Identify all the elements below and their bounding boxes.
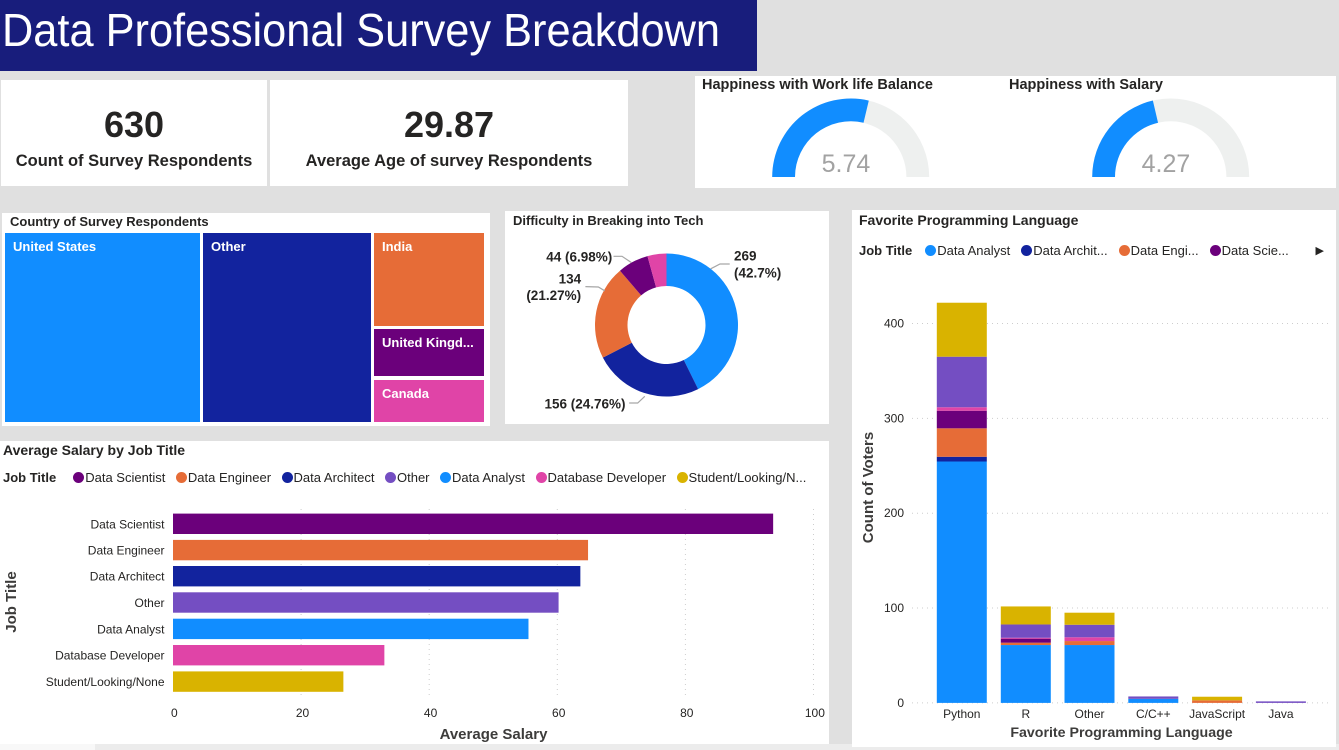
svg-text:269: 269 (734, 249, 757, 264)
svg-text:Favorite Programming Language: Favorite Programming Language (1010, 725, 1232, 741)
svg-text:300: 300 (884, 411, 904, 425)
svg-text:200: 200 (884, 506, 904, 520)
svg-text:Data Analyst: Data Analyst (97, 622, 165, 636)
svg-text:C/C++: C/C++ (1136, 707, 1171, 721)
svg-text:Python: Python (943, 707, 980, 721)
svg-text:40: 40 (424, 706, 438, 720)
svg-text:Data Engineer: Data Engineer (88, 544, 165, 558)
svg-text:20: 20 (296, 706, 310, 720)
svg-text:134: 134 (559, 271, 582, 286)
svg-text:60: 60 (552, 706, 566, 720)
svg-text:Java: Java (1268, 707, 1294, 721)
svg-text:Other: Other (134, 596, 164, 610)
svg-text:(21.27%): (21.27%) (526, 288, 581, 303)
svg-text:44 (6.98%): 44 (6.98%) (546, 249, 612, 264)
svg-text:Data Architect: Data Architect (90, 570, 165, 584)
svg-text:400: 400 (884, 317, 904, 331)
svg-text:0: 0 (897, 696, 904, 710)
svg-text:JavaScript: JavaScript (1189, 707, 1246, 721)
svg-text:Data Scientist: Data Scientist (90, 517, 165, 531)
svg-text:Job Title: Job Title (3, 571, 20, 632)
svg-text:156 (24.76%): 156 (24.76%) (544, 396, 625, 411)
svg-text:Other: Other (1074, 707, 1104, 721)
svg-text:Count of Voters: Count of Voters (860, 432, 877, 543)
svg-text:Database Developer: Database Developer (55, 649, 164, 663)
svg-text:100: 100 (805, 706, 825, 720)
svg-text:100: 100 (884, 601, 904, 615)
svg-text:(42.7%): (42.7%) (734, 266, 781, 281)
svg-text:0: 0 (171, 706, 178, 720)
svg-text:R: R (1021, 707, 1030, 721)
svg-text:80: 80 (680, 706, 694, 720)
svg-text:Average Salary: Average Salary (440, 726, 549, 743)
svg-text:Student/Looking/None: Student/Looking/None (46, 675, 165, 689)
